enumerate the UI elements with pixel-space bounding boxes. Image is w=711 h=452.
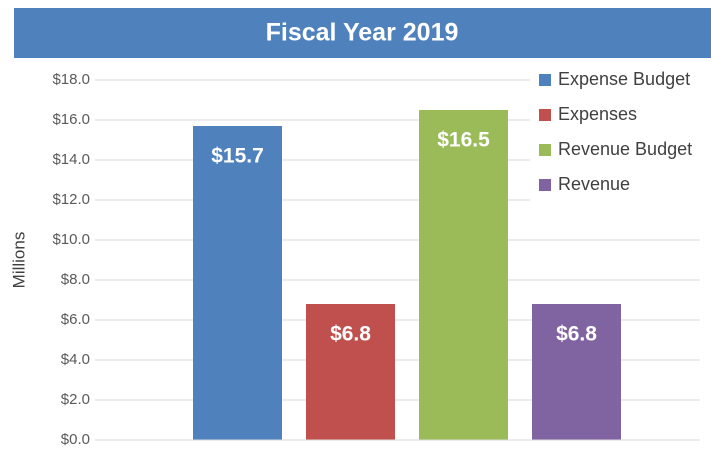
title-banner (14, 8, 711, 58)
bar (306, 304, 395, 440)
y-tick-label: $2.0 (61, 391, 90, 408)
data-label: $6.8 (556, 323, 597, 346)
legend-label: Revenue Budget (558, 139, 692, 159)
legend-label: Expense Budget (558, 69, 690, 89)
bar (532, 304, 621, 440)
y-axis-label: Millions (9, 232, 28, 289)
data-label: $16.5 (437, 129, 490, 152)
data-label: $15.7 (211, 145, 264, 168)
legend-background (530, 66, 711, 202)
chart-title: Fiscal Year 2019 (266, 19, 459, 47)
data-label: $6.8 (330, 323, 371, 346)
y-tick-label: $14.0 (52, 151, 90, 168)
y-tick-label: $16.0 (52, 111, 90, 128)
y-tick-label: $10.0 (52, 231, 90, 248)
legend-label: Expenses (558, 104, 637, 124)
y-tick-label: $4.0 (61, 351, 90, 368)
bar (419, 110, 508, 440)
legend-swatch (539, 74, 551, 86)
y-tick-label: $8.0 (61, 271, 90, 288)
legend-label: Revenue (558, 174, 630, 194)
y-tick-label: $18.0 (52, 71, 90, 88)
y-tick-label: $6.0 (61, 311, 90, 328)
y-tick-label: $12.0 (52, 191, 90, 208)
y-tick-label: $0.0 (61, 431, 90, 448)
bar (193, 126, 282, 440)
legend-swatch (539, 144, 551, 156)
legend-swatch (539, 179, 551, 191)
legend-swatch (539, 109, 551, 121)
